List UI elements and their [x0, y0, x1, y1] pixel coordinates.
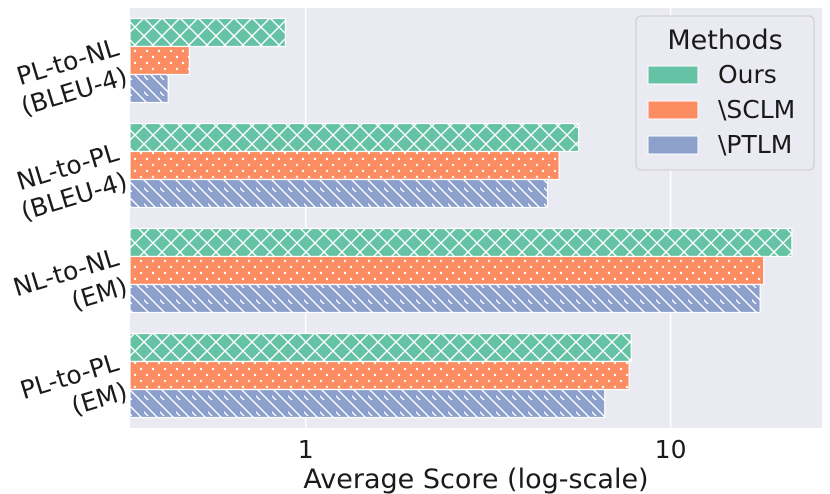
x-axis-title: Average Score (log-scale)	[303, 464, 648, 494]
x-tick-label: 10	[655, 435, 687, 464]
svg-text:\SCLM: \SCLM	[718, 95, 795, 124]
legend-item: \PTLM	[647, 130, 792, 159]
category-labels: PL-to-NL(BLEU-4) NL-to-PL(BLEU-4) NL-to-NL…	[10, 33, 131, 421]
svg-text:Ours: Ours	[718, 60, 777, 89]
bar-sclm	[129, 150, 560, 181]
legend-item: Ours	[647, 60, 777, 89]
bar-ours	[129, 227, 793, 258]
bar-ptlm	[129, 283, 761, 314]
category-label: PL-to-PL(EM)	[17, 348, 131, 421]
bars	[129, 17, 793, 419]
bar-ours	[129, 17, 287, 48]
x-tick-labels: 1 10	[298, 435, 687, 464]
category-label: NL-to-PL(BLEU-4)	[13, 138, 130, 226]
legend-title: Methods	[667, 25, 782, 56]
svg-text:\PTLM: \PTLM	[718, 130, 792, 159]
legend: Methods Ours \SCLM \PTLM	[635, 15, 815, 171]
bar-sclm	[129, 45, 190, 76]
bar-sclm	[129, 255, 765, 286]
bar-sclm	[129, 360, 630, 391]
bar-ptlm	[129, 388, 606, 419]
bar-ptlm	[129, 178, 549, 209]
category-label: PL-to-NL(BLEU-4)	[13, 33, 130, 121]
legend-items: Ours \SCLM \PTLM	[647, 60, 795, 159]
legend-box	[635, 15, 815, 171]
x-tick-label: 1	[298, 435, 314, 464]
category-label: NL-to-NL(EM)	[10, 243, 131, 316]
legend-item: \SCLM	[647, 95, 795, 124]
bar-ptlm	[129, 73, 169, 104]
bar-ours	[129, 332, 632, 363]
bar-ours	[129, 122, 580, 153]
